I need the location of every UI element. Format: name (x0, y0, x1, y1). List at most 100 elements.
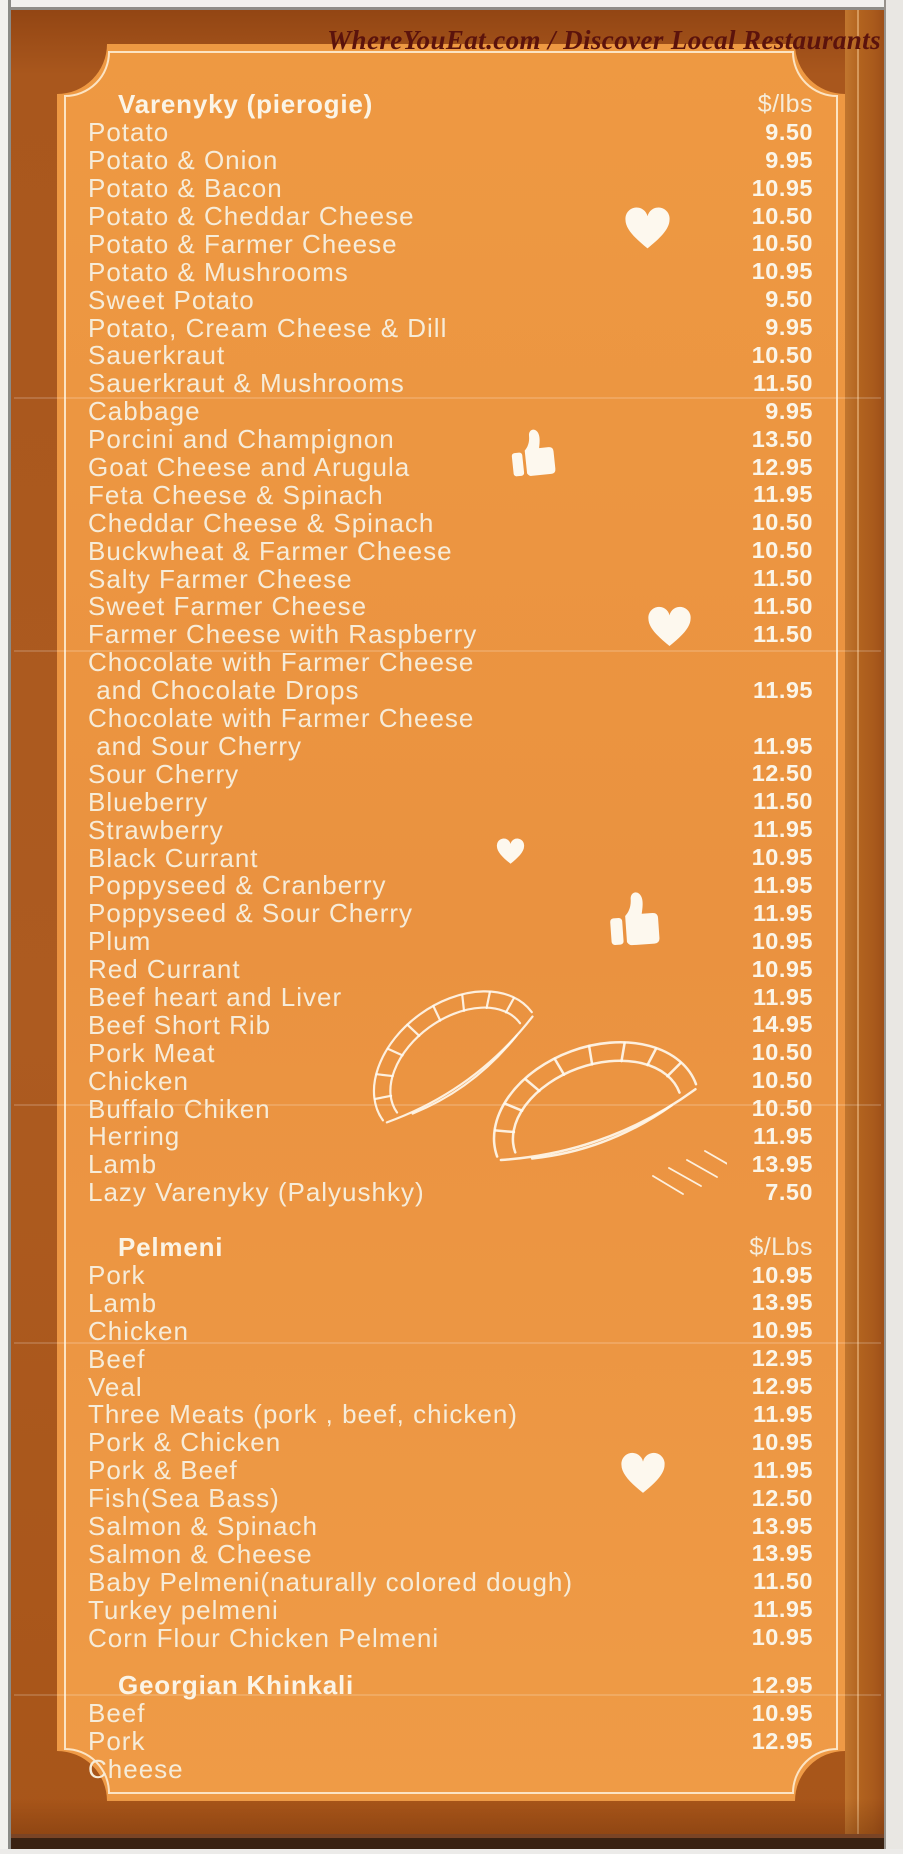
menu-item-row: Cheese (88, 1754, 813, 1784)
menu-item-name: Red Currant (88, 954, 241, 985)
menu-item-row: Sauerkraut & Mushrooms 11.50 (88, 368, 813, 398)
menu-item-name: Plum (88, 926, 152, 957)
menu-item-price: 11.95 (752, 899, 813, 926)
menu-item-name: Beef Short Rib (88, 1009, 272, 1040)
menu-item-row: Feta Cheese & Spinach 11.95 (88, 479, 813, 510)
menu-item-row: Potato & Cheddar Cheese 10.50 (88, 201, 813, 231)
menu-item-row: Plum 10.95 (88, 926, 813, 957)
menu-item-name: Strawberry (88, 814, 224, 845)
scan-streak (14, 1694, 881, 1696)
menu-item-name-line: and Chocolate Drops (88, 674, 360, 705)
menu-item-row: Corn Flour Chicken Pelmeni 10.95 (88, 1623, 813, 1653)
menu-item-price: 11.50 (752, 593, 813, 620)
menu-item-price: 11.95 (752, 1456, 813, 1483)
site-tagline: WhereYouEat.com / Discover Local Restaur… (327, 25, 881, 55)
menu-item-name: Salmon & Spinach (88, 1511, 318, 1542)
menu-item-name: Salmon & Cheese (88, 1538, 313, 1569)
menu-item-name: Farmer Cheese with Raspberry (88, 619, 478, 650)
menu-item-row: Pork 12.95 (88, 1726, 813, 1756)
menu-item-row: Potato 9.50 (88, 117, 813, 147)
price-unit-label: $/lbs (757, 90, 813, 119)
menu-content: Varenyky (pierogie) $/lbs Potato 9.50 Potato… (57, 44, 845, 1801)
menu-item-price: 10.50 (751, 342, 813, 369)
menu-item-price: 10.95 (751, 1261, 813, 1288)
menu-item-price: 10.50 (751, 230, 813, 257)
menu-item-row: Sweet Potato 9.50 (88, 285, 813, 315)
menu-item-price: 11.95 (752, 676, 813, 703)
menu-item-name-line: Chocolate with Farmer Cheese (88, 702, 475, 733)
scan-edge-right (884, 0, 903, 1854)
menu-item-name: Potato & Mushrooms (88, 256, 349, 287)
menu-item-price: 11.95 (752, 481, 813, 508)
menu-item-name: Potato & Bacon (88, 173, 283, 204)
menu-item-price: 10.95 (751, 1624, 813, 1651)
menu-item-row: Chicken 10.95 (88, 1315, 813, 1346)
menu-item-price: 11.50 (752, 565, 813, 592)
scan-streak (14, 1104, 881, 1106)
scan-streak (14, 650, 881, 652)
menu-item-price: 11.95 (752, 1401, 813, 1427)
menu-item-price: 12.95 (751, 453, 813, 480)
section-title-row: Pelmeni $/Lbs (88, 1232, 813, 1262)
menu-item-row: Black Currant 10.95 (88, 843, 813, 873)
menu-item-row: Red Currant 10.95 (88, 954, 813, 985)
menu-item-row: Herring 11.95 (88, 1121, 813, 1151)
menu-item-row: Sauerkraut 10.50 (88, 340, 813, 371)
menu-item-name: Chocolate with Farmer Cheese and Chocola… (88, 646, 475, 705)
fold-crease-line (857, 7, 859, 1838)
thumbs-up-icon (604, 884, 672, 952)
menu-item-price: 11.95 (752, 816, 813, 843)
menu-item-name: Cabbage (88, 396, 201, 427)
menu-item-name: Feta Cheese & Spinach (88, 479, 384, 510)
bottom-strip-brown (8, 1838, 886, 1849)
menu-item-name: Baby Pelmeni(naturally colored dough) (88, 1566, 574, 1597)
menu-item-price: 12.95 (751, 1727, 813, 1754)
menu-item-price: 10.95 (751, 174, 813, 201)
menu-item-row: Three Meats (pork , beef, chicken) 11.95 (88, 1399, 813, 1429)
menu-item-name: Sour Cherry (88, 758, 240, 789)
menu-item-name: Sauerkraut (88, 340, 226, 371)
menu-item-row: Sweet Farmer Cheese 11.50 (88, 591, 813, 621)
menu-item-price: 10.95 (751, 1317, 813, 1344)
menu-item-name: Chicken (88, 1315, 189, 1346)
menu-item-price: 14.95 (751, 1011, 813, 1038)
menu-item-name: Beef (88, 1343, 146, 1374)
menu-item-price: 12.95 (751, 1345, 813, 1372)
menu-section-khinkali: Georgian Khinkali 12.95 Beef 10.95 Pork 12.95… (88, 1670, 813, 1784)
menu-item-name: Chicken (88, 1065, 189, 1096)
menu-item-price: 11.50 (752, 1568, 813, 1595)
card-background (57, 44, 845, 1801)
menu-item-row: Lamb 13.95 (88, 1149, 813, 1179)
menu-item-price: 10.50 (751, 1095, 813, 1122)
menu-item-name: Beef (88, 1698, 146, 1729)
menu-item-row: Poppyseed & Sour Cherry 11.95 (88, 898, 813, 928)
scan-edge-left (0, 0, 11, 1854)
menu-item-row: Turkey pelmeni 11.95 (88, 1595, 813, 1625)
price-unit-label: $/Lbs (749, 1233, 813, 1262)
menu-item-price: 10.50 (751, 1067, 813, 1094)
menu-item-row: Lamb 13.95 (88, 1288, 813, 1318)
menu-item-price: 9.95 (765, 314, 813, 341)
menu-item-price: 10.95 (751, 955, 813, 982)
menu-item-name: Potato & Farmer Cheese (88, 228, 398, 259)
heart-icon (647, 606, 692, 648)
menu-card (57, 44, 845, 1801)
menu-item-name-line: and Sour Cherry (88, 730, 302, 761)
menu-item-row: Potato & Bacon 10.95 (88, 173, 813, 204)
menu-item-price: 9.50 (765, 118, 813, 145)
menu-fold-band (845, 7, 886, 1838)
menu-item-row: Cheddar Cheese & Spinach 10.50 (88, 508, 813, 538)
menu-item-row: Baby Pelmeni(naturally colored dough) 11.… (88, 1566, 813, 1597)
menu-item-name: Salty Farmer Cheese (88, 563, 353, 594)
menu-item-price: 12.50 (751, 760, 813, 787)
menu-item-price: 11.50 (752, 369, 813, 396)
menu-item-row: Chicken 10.50 (88, 1065, 813, 1096)
heart-icon (620, 1452, 666, 1495)
menu-item-name: Pork & Chicken (88, 1427, 282, 1458)
section-title-row: Varenyky (pierogie) $/lbs (88, 89, 813, 119)
menu-item-row: Beef 10.95 (88, 1698, 813, 1729)
pierogi-sketch (355, 958, 727, 1216)
menu-item-price: 11.95 (752, 1122, 813, 1149)
menu-item-name-line: Chocolate with Farmer Cheese (88, 646, 475, 677)
menu-item-price: 11.95 (752, 983, 813, 1010)
